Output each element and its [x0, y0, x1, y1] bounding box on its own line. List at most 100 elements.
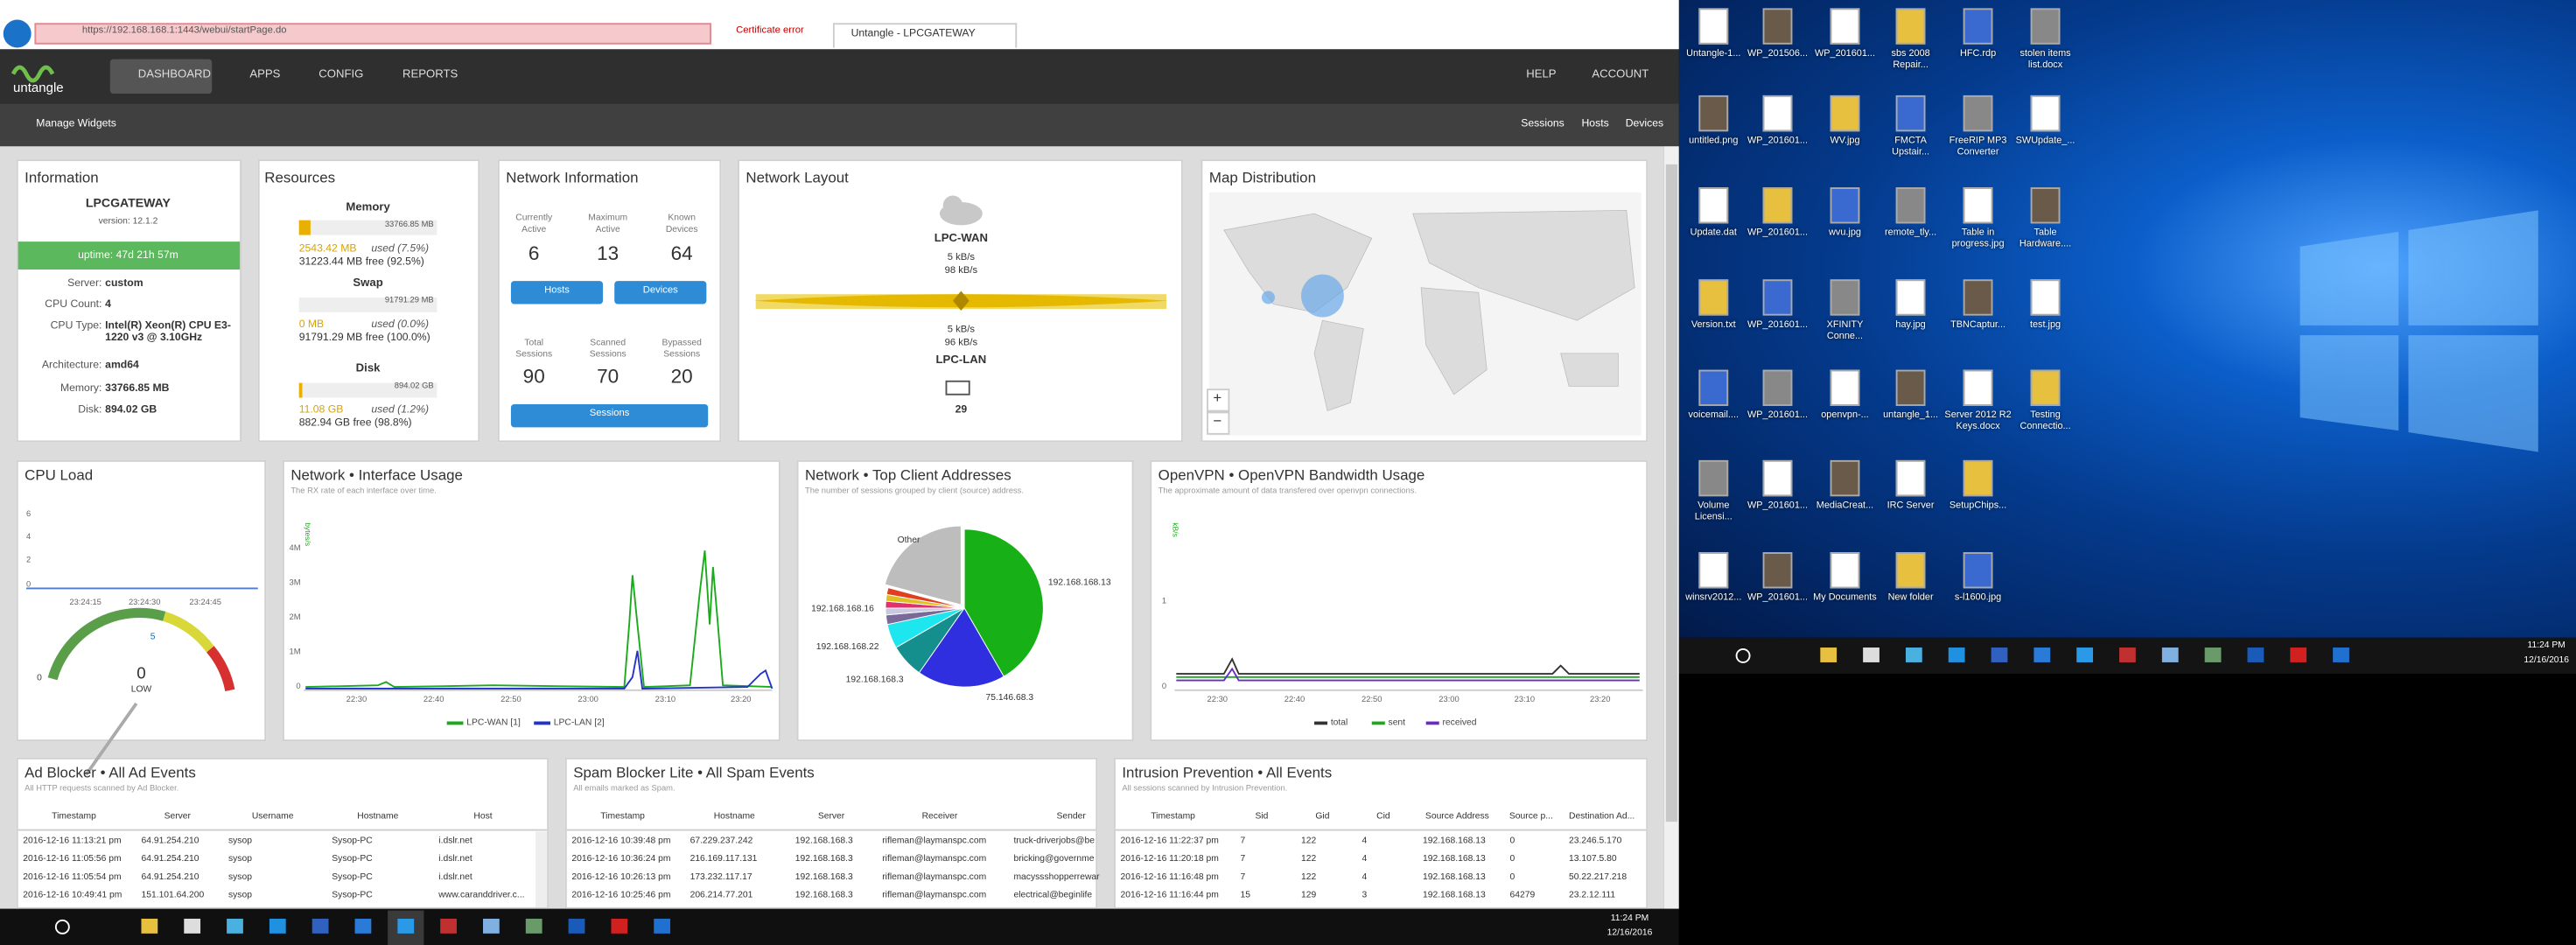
icon-label[interactable]: stolen items list.docx	[2020, 49, 2071, 71]
desktop-icon[interactable]	[1762, 279, 1793, 316]
icon-label[interactable]: openvpn-...	[1821, 410, 1869, 421]
desktop-icon[interactable]	[2030, 279, 2061, 316]
icon-label[interactable]: untangle_1...	[1883, 410, 1939, 421]
legend-label[interactable]: total	[1330, 718, 1348, 729]
toolbar-link[interactable]: Devices	[1625, 118, 1664, 130]
icon-label[interactable]: Version.txt	[1690, 320, 1736, 331]
column-header[interactable]: Source p...	[1508, 811, 1553, 822]
desktop-icon[interactable]	[1895, 369, 1926, 406]
icon-label[interactable]: WP_201601...	[1747, 593, 1809, 604]
desktop-icon[interactable]	[1762, 552, 1793, 589]
icon-label[interactable]: sbs 2008 Repair...	[1891, 49, 1930, 71]
table-scrollbar[interactable]	[536, 831, 548, 907]
column-header[interactable]: Username	[251, 811, 294, 822]
icon-label[interactable]: HFC.rdp	[1960, 49, 1997, 60]
icon-label[interactable]: Table in progress.jpg	[1951, 228, 2005, 249]
icon-label[interactable]: WP_201601...	[1747, 500, 1809, 512]
desktop-icon[interactable]	[1698, 369, 1729, 406]
zoom-label[interactable]: +	[1213, 389, 1222, 406]
column-header[interactable]: Gid	[1315, 811, 1330, 822]
desktop-icon[interactable]	[1830, 279, 1860, 316]
icon-label[interactable]: hay.jpg	[1895, 320, 1926, 331]
column-header[interactable]: Timestamp	[600, 811, 645, 822]
column-header[interactable]: Timestamp	[1151, 811, 1195, 822]
icon-label[interactable]: Server 2012 R2 Keys.docx	[1944, 410, 2012, 432]
desktop-icon[interactable]	[2030, 187, 2061, 224]
desktop-icon[interactable]	[1698, 459, 1729, 497]
tab[interactable]	[832, 23, 1018, 48]
column-header[interactable]: Hostname	[713, 811, 755, 822]
icon-label[interactable]: FMCTA Upstair...	[1892, 136, 1930, 158]
icon-label[interactable]: WP_201601...	[1747, 136, 1809, 147]
address-bar[interactable]	[34, 23, 711, 45]
legend-label[interactable]: received	[1442, 718, 1477, 729]
desktop-icon[interactable]	[1830, 369, 1860, 406]
desktop-icon[interactable]	[1895, 94, 1926, 132]
zoom-label[interactable]: −	[1213, 412, 1222, 430]
column-header[interactable]: Receiver	[921, 811, 958, 822]
column-header[interactable]: Timestamp	[52, 811, 96, 822]
desktop-icon[interactable]	[1830, 187, 1860, 224]
desktop-icon[interactable]	[1963, 459, 1993, 497]
column-header[interactable]: Sid	[1255, 811, 1269, 822]
desktop-icon[interactable]	[2030, 94, 2061, 132]
icon-label[interactable]: WP_201506...	[1747, 49, 1809, 60]
desktop-icon[interactable]	[1762, 94, 1793, 132]
icon-label[interactable]: WP_201601...	[1747, 228, 1809, 239]
icon-label[interactable]: WP_201601...	[1814, 49, 1875, 60]
icon-label[interactable]: FreeRIP MP3 Converter	[1949, 136, 2007, 158]
desktop-icon[interactable]	[1830, 94, 1860, 132]
desktop-icon[interactable]	[1895, 459, 1926, 497]
nav-item[interactable]: REPORTS	[402, 68, 458, 81]
desktop-icon[interactable]	[1963, 552, 1993, 589]
column-header[interactable]: Source Address	[1424, 811, 1489, 822]
icon-label[interactable]: Update.dat	[1690, 228, 1737, 239]
desktop-icon[interactable]	[1762, 187, 1793, 224]
icon-label[interactable]: Volume Licensi...	[1694, 500, 1732, 522]
column-header[interactable]: Hostname	[357, 811, 399, 822]
desktop-icon[interactable]	[1963, 187, 1993, 224]
icon-label[interactable]: Table Hardware....	[2019, 228, 2072, 249]
zoom-out[interactable]	[1207, 411, 1230, 435]
legend-label[interactable]: LPC-WAN [1]	[466, 718, 521, 729]
nav-item[interactable]: CONFIG	[318, 68, 364, 81]
nav-item[interactable]: ACCOUNT	[1592, 68, 1649, 81]
tab-title[interactable]: Untangle - LPCGATEWAY	[850, 27, 976, 40]
button[interactable]	[614, 281, 707, 304]
scroll-thumb[interactable]	[1665, 164, 1677, 822]
zoom-in[interactable]	[1207, 388, 1230, 412]
desktop-icon[interactable]	[1698, 8, 1729, 45]
nav-item[interactable]: HELP	[1526, 68, 1557, 81]
desktop-icon[interactable]	[2030, 369, 2061, 406]
desktop-icon[interactable]	[1895, 279, 1926, 316]
desktop-icon[interactable]	[1698, 279, 1729, 316]
taskbar-icons[interactable]	[54, 648, 2349, 945]
button[interactable]	[510, 404, 709, 428]
desktop-icon[interactable]	[1895, 552, 1926, 589]
icon-label[interactable]: New folder	[1887, 593, 1934, 604]
column-header[interactable]: Destination Ad...	[1569, 811, 1635, 822]
desktop-icon[interactable]	[1963, 8, 1993, 45]
desktop-icon[interactable]	[1963, 279, 1993, 316]
icon-label[interactable]: SWUpdate_...	[2015, 136, 2076, 147]
column-header[interactable]: Cid	[1376, 811, 1390, 822]
icon-label[interactable]: MediaCreat...	[1816, 500, 1874, 512]
icon-label[interactable]: SetupChips...	[1949, 500, 2007, 512]
desktop-icon[interactable]	[1698, 552, 1729, 589]
toolbar-link[interactable]: Sessions	[1521, 118, 1564, 130]
icon-label[interactable]: Untangle-1...	[1686, 49, 1741, 60]
icon-label[interactable]: Testing Connectio...	[2020, 410, 2071, 432]
desktop-icon[interactable]	[1762, 8, 1793, 45]
desktop-icon[interactable]	[1762, 459, 1793, 497]
legend-label[interactable]: sent	[1388, 718, 1406, 729]
icon-label[interactable]: TBNCaptur...	[1950, 320, 2006, 331]
icon-label[interactable]: wvu.jpg	[1829, 228, 1861, 239]
nav-item[interactable]: APPS	[249, 68, 281, 81]
button-label[interactable]: Devices	[642, 285, 678, 297]
icon-label[interactable]: XFINITY Conne...	[1826, 320, 1864, 342]
desktop-icon[interactable]	[1963, 369, 1993, 406]
icon-label[interactable]: My Documents	[1813, 593, 1877, 604]
column-header[interactable]: Server	[817, 811, 845, 822]
icon-label[interactable]: test.jpg	[2029, 320, 2062, 331]
url[interactable]: https://192.168.168.1:1443/webui/startPa…	[81, 26, 287, 37]
